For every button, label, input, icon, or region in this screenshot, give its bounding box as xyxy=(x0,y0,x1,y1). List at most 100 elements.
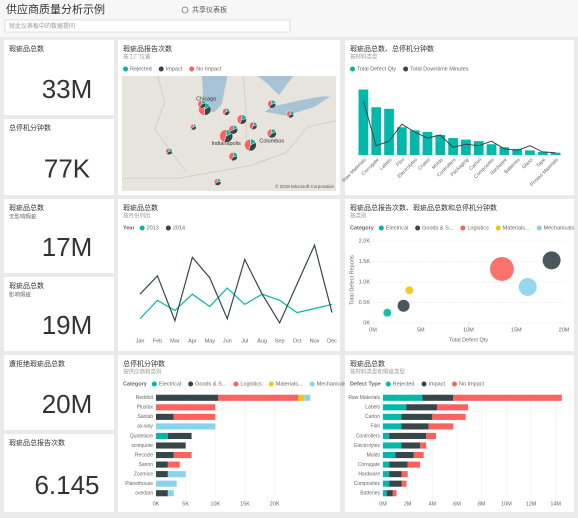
y-tick-label: 2.0K xyxy=(359,239,371,245)
kpi-value: 20M xyxy=(42,389,93,419)
y-tick-label: ovedam xyxy=(135,491,153,497)
map-border xyxy=(122,120,337,179)
map-pie-slice xyxy=(165,147,170,154)
bar-segment xyxy=(401,442,420,449)
line xyxy=(139,287,333,320)
bar-segment xyxy=(389,461,408,468)
legend-label: Electrical xyxy=(159,381,181,387)
kpi-tile xyxy=(4,40,114,115)
bar-segment xyxy=(156,451,174,459)
chart-subtitle: 按工厂位置 xyxy=(123,52,151,60)
chart-title: 瑕疵品总数 xyxy=(123,203,158,212)
bar-segment xyxy=(407,461,420,468)
x-tick-label: 5K xyxy=(182,501,189,507)
kpi-tile xyxy=(4,119,114,195)
chart-subtitle: 按材料类型 xyxy=(350,52,378,60)
legend-marker xyxy=(403,66,409,72)
map-lake xyxy=(257,76,294,96)
bar-segment xyxy=(383,413,402,420)
map-pie-slice xyxy=(286,110,291,118)
chart-title: 瑕疵品报告次数 xyxy=(123,44,172,53)
x-tick-label: 20M xyxy=(559,327,570,333)
map-pie-slice xyxy=(190,123,194,130)
map-pie-slice xyxy=(214,178,218,185)
bubble xyxy=(383,308,392,317)
y-tick-label: 0.5K xyxy=(359,300,371,306)
x-tick-label: Oct xyxy=(293,338,302,344)
legend-label: Mechanicals xyxy=(544,225,575,231)
y-tick-label: Film xyxy=(371,424,380,430)
bar-segment xyxy=(218,394,299,401)
bar-segment xyxy=(298,394,305,401)
legend-marker xyxy=(151,381,157,387)
legend-label: No Impact xyxy=(196,66,222,72)
legend-marker xyxy=(165,225,171,231)
bar-segment xyxy=(432,413,466,420)
y-tick-label: Reddoit xyxy=(136,395,154,401)
x-tick-label: Jul xyxy=(241,338,248,344)
bar xyxy=(371,107,382,155)
share-button[interactable]: 共享仪表板 xyxy=(192,5,227,14)
bar xyxy=(396,127,407,155)
bar xyxy=(537,151,548,155)
legend-label: Goods & S... xyxy=(422,225,454,231)
bar-segment xyxy=(383,442,402,449)
y-tick-label: ax-way xyxy=(137,424,153,430)
legend-marker xyxy=(188,381,194,387)
kpi-title: 遭拒绝瑕疵品总数 xyxy=(9,359,65,368)
legend-marker xyxy=(421,381,427,387)
x-tick-label: 0M xyxy=(369,327,377,333)
bar-segment xyxy=(389,480,402,487)
bar-segment xyxy=(156,413,174,420)
x-tick-label: Mar xyxy=(170,338,180,344)
y-tick-label: Recozle xyxy=(135,452,153,458)
x-tick-label: 0K xyxy=(153,501,160,507)
bar-segment xyxy=(383,471,390,478)
y-tick-label: Corrugate xyxy=(358,462,380,468)
x-tick-label: 5M xyxy=(417,327,425,333)
bubble xyxy=(489,256,514,281)
y-tick-label: Electrolytes xyxy=(354,443,380,449)
legend-title: Category xyxy=(123,381,148,387)
legend-label: Impact xyxy=(166,66,183,72)
x-tick-label: 20K xyxy=(270,501,280,507)
x-tick-label: 10M xyxy=(501,501,512,507)
bar xyxy=(448,138,458,155)
x-tick-label: Dec xyxy=(327,338,337,344)
search-box[interactable] xyxy=(4,19,291,33)
x-tick-label: 0M xyxy=(379,501,387,507)
y-tick-label: Planethouse xyxy=(125,481,153,487)
bar xyxy=(461,139,471,155)
line xyxy=(362,100,556,154)
map-city-label: Columbus xyxy=(259,139,284,145)
chart-subtitle: 按月份列出 xyxy=(123,211,151,219)
x-tick-label: 6M xyxy=(453,501,461,507)
legend-label: Logistics xyxy=(467,225,489,231)
legend-marker xyxy=(189,66,195,72)
x-tick-label: 10K xyxy=(210,501,220,507)
share-icon[interactable] xyxy=(181,6,189,14)
legend-label: Rejected xyxy=(393,381,415,387)
x-tick-label: 15M xyxy=(511,327,522,333)
x-axis-label: Total Defect Qty xyxy=(449,337,488,343)
bar-segment xyxy=(437,404,469,411)
bubble xyxy=(397,299,410,312)
bar-segment xyxy=(156,423,216,430)
x-tick-label: Nov xyxy=(310,338,320,344)
bar-segment xyxy=(426,432,437,440)
kpi-title: 瑕疵品总数 xyxy=(9,44,44,53)
map-pie-slice xyxy=(228,125,234,132)
y-tick-label: 1.0K xyxy=(359,280,371,286)
kpi-value: 33M xyxy=(42,74,93,104)
kpi-subtitle: 影响瑕疵 xyxy=(9,290,32,298)
legend-marker xyxy=(378,225,384,231)
map-city-label: Indianapolis xyxy=(211,141,241,147)
legend-label: Goods & S... xyxy=(195,381,227,387)
bar xyxy=(473,141,484,155)
bar-segment xyxy=(156,461,168,468)
search-placeholder[interactable]: 就此仪表板中的数据提问 xyxy=(9,22,75,30)
y-tick-label: Zoomice xyxy=(134,471,153,477)
x-tick-label: May xyxy=(205,338,216,344)
map-pie-slice xyxy=(249,121,254,130)
